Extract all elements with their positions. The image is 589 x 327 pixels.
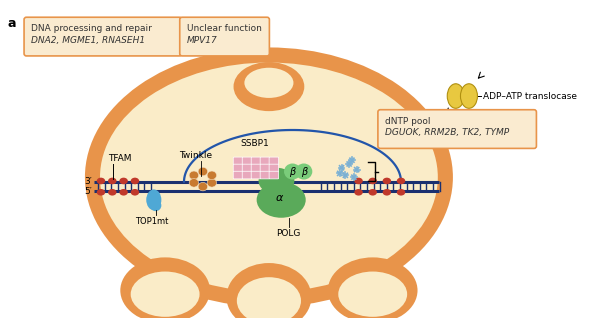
FancyBboxPatch shape [269,171,279,179]
Text: DNA processing and repair: DNA processing and repair [31,24,152,33]
FancyBboxPatch shape [378,110,537,148]
FancyBboxPatch shape [242,171,252,179]
Ellipse shape [355,178,363,184]
Ellipse shape [198,182,207,191]
FancyBboxPatch shape [251,164,261,172]
Ellipse shape [97,189,105,196]
Ellipse shape [259,168,294,194]
FancyBboxPatch shape [251,157,261,165]
Text: MPV17: MPV17 [187,36,217,45]
Text: dNTP pool: dNTP pool [385,117,431,126]
Text: SSBP1: SSBP1 [240,139,269,148]
Ellipse shape [397,189,405,196]
Ellipse shape [85,47,453,307]
Text: DGUOK, RRM2B, TK2, TYMP: DGUOK, RRM2B, TK2, TYMP [385,128,509,137]
FancyBboxPatch shape [260,157,270,165]
Ellipse shape [207,171,217,180]
Ellipse shape [257,182,306,218]
Ellipse shape [150,200,161,211]
Ellipse shape [189,179,198,187]
Ellipse shape [233,62,305,111]
Ellipse shape [397,178,405,184]
Text: 5′: 5′ [85,187,92,196]
FancyBboxPatch shape [24,17,181,56]
FancyBboxPatch shape [260,171,270,179]
Ellipse shape [369,178,377,184]
Ellipse shape [226,263,312,327]
Ellipse shape [131,178,139,184]
Text: ADP–ATP translocase: ADP–ATP translocase [483,92,577,100]
FancyBboxPatch shape [242,157,252,165]
Text: β: β [289,166,296,177]
Ellipse shape [369,189,377,196]
Ellipse shape [207,179,217,187]
Ellipse shape [328,257,418,323]
FancyBboxPatch shape [180,17,269,56]
FancyBboxPatch shape [251,171,261,179]
FancyBboxPatch shape [233,171,243,179]
Text: TFAM: TFAM [108,154,132,163]
FancyBboxPatch shape [269,164,279,172]
Ellipse shape [131,189,139,196]
Ellipse shape [108,189,117,196]
FancyBboxPatch shape [233,157,243,165]
Ellipse shape [237,277,301,324]
Ellipse shape [284,164,301,180]
Ellipse shape [338,271,407,317]
Ellipse shape [189,171,198,180]
FancyBboxPatch shape [233,164,243,172]
Ellipse shape [383,189,391,196]
Text: a: a [8,17,16,30]
Ellipse shape [383,178,391,184]
Ellipse shape [355,189,363,196]
Text: Twinkle: Twinkle [178,151,212,160]
Text: POLG: POLG [277,229,301,238]
Ellipse shape [447,84,464,108]
Ellipse shape [198,167,207,176]
FancyBboxPatch shape [269,157,279,165]
Ellipse shape [295,164,312,180]
FancyBboxPatch shape [242,164,252,172]
Text: β: β [301,166,307,177]
Text: α: α [276,193,283,203]
Ellipse shape [120,257,210,323]
Text: DNA2, MGME1, RNASEH1: DNA2, MGME1, RNASEH1 [31,36,145,45]
Ellipse shape [120,178,128,184]
Ellipse shape [461,84,478,108]
Ellipse shape [146,189,161,210]
Text: Unclear function: Unclear function [187,24,262,33]
Text: TOP1mt: TOP1mt [135,217,168,226]
Ellipse shape [97,178,105,184]
Text: 3′: 3′ [85,178,92,186]
Ellipse shape [131,271,200,317]
Ellipse shape [244,68,293,98]
Ellipse shape [108,178,117,184]
FancyBboxPatch shape [260,164,270,172]
Ellipse shape [120,189,128,196]
Ellipse shape [100,62,438,292]
